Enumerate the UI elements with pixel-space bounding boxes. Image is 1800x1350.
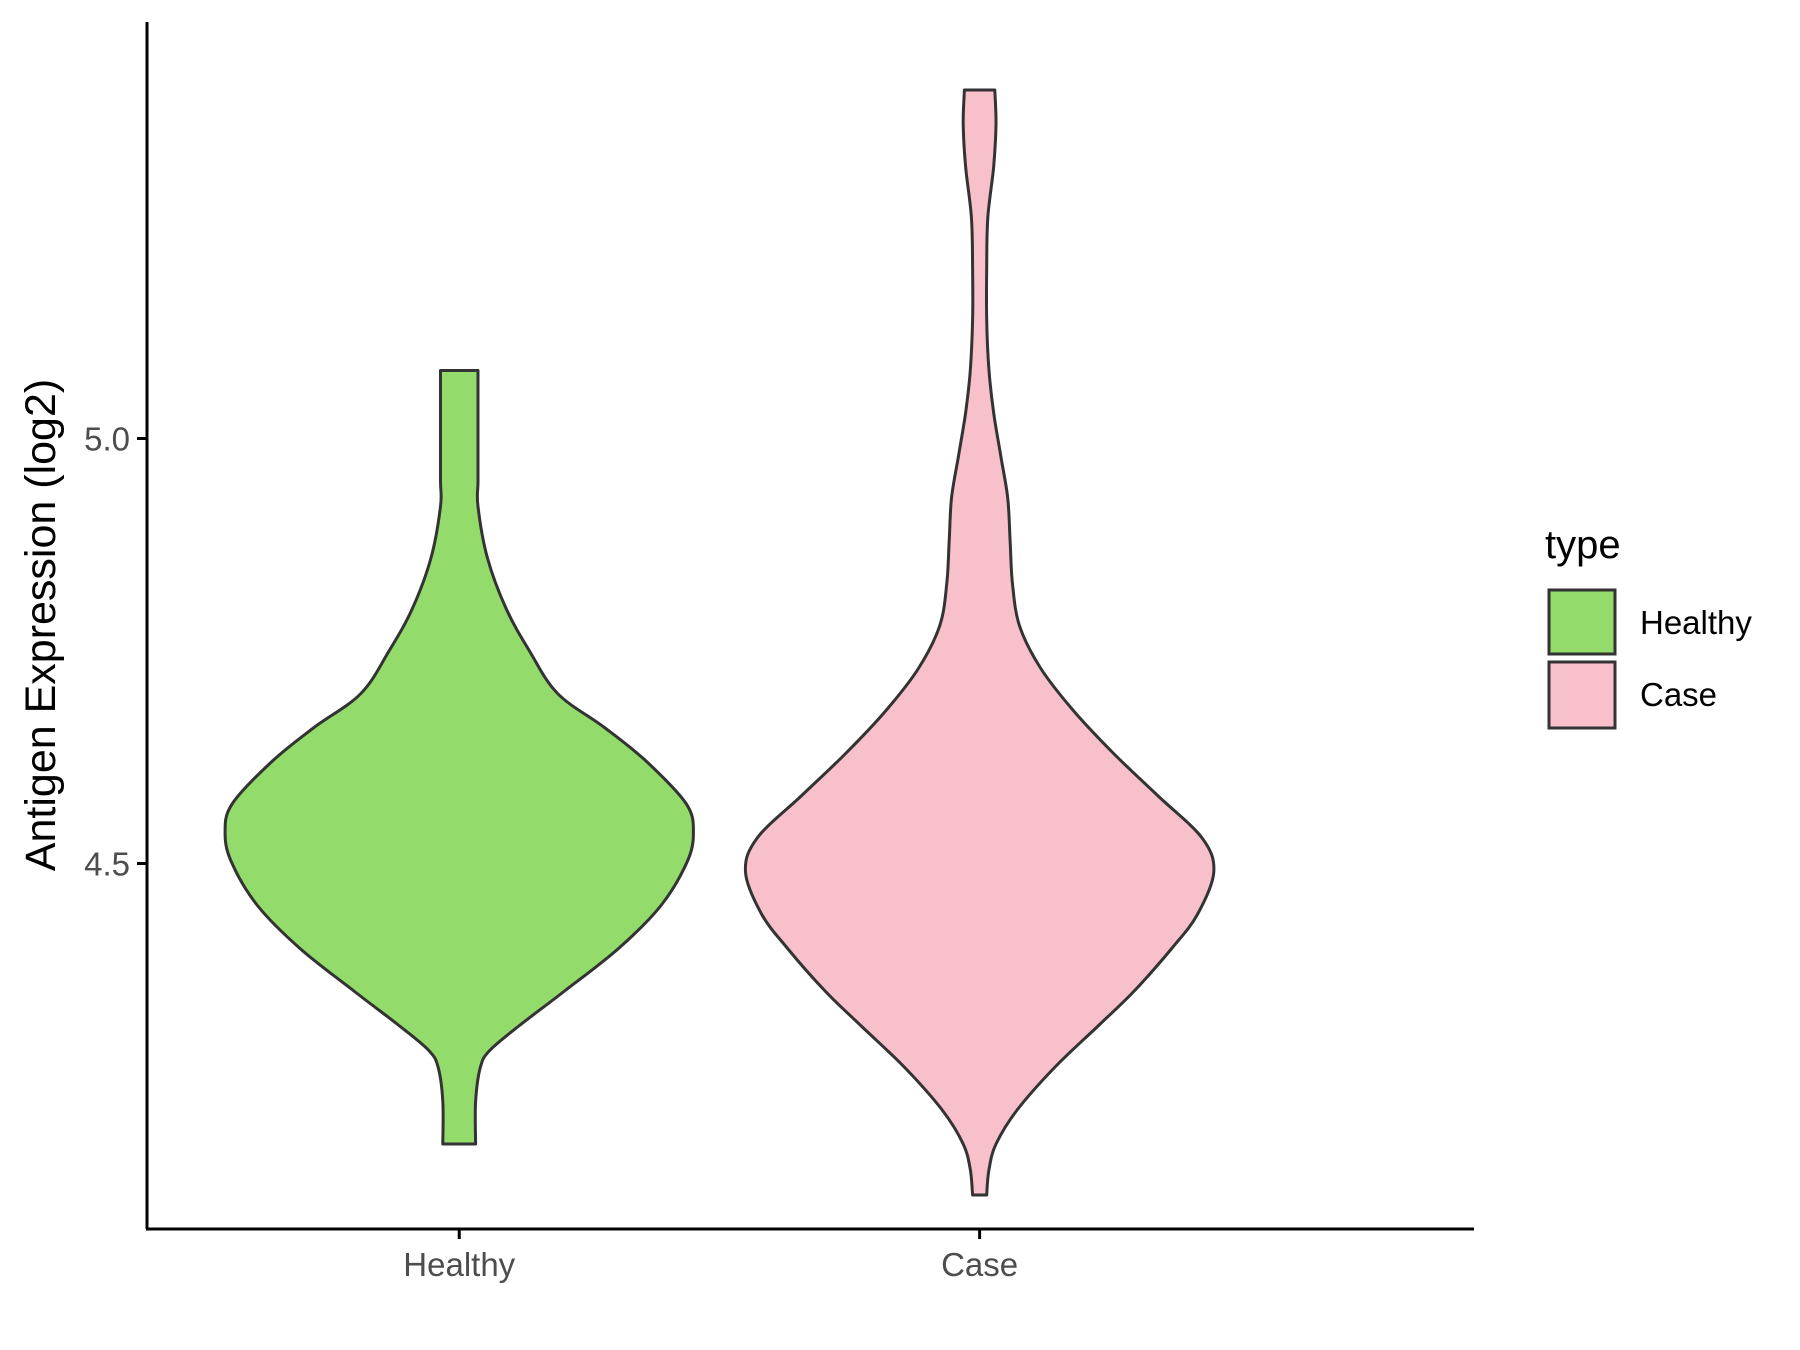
y-axis-title: Antigen Expression (log2) bbox=[17, 379, 65, 871]
legend-title: type bbox=[1545, 523, 1621, 567]
legend-label-healthy: Healthy bbox=[1640, 604, 1752, 641]
y-ticks: 4.5 5.0 bbox=[84, 421, 147, 883]
y-tick-label: 5.0 bbox=[84, 421, 130, 458]
y-tick-label: 4.5 bbox=[84, 846, 130, 883]
violin-healthy bbox=[225, 371, 693, 1145]
legend-label-case: Case bbox=[1640, 676, 1717, 713]
legend-key-case bbox=[1549, 662, 1615, 728]
violin-layer bbox=[225, 90, 1214, 1195]
legend: type Healthy Case bbox=[1545, 523, 1752, 728]
x-ticks: Healthy Case bbox=[403, 1229, 1018, 1283]
violin-case bbox=[745, 90, 1214, 1195]
x-tick-label-healthy: Healthy bbox=[403, 1246, 515, 1283]
legend-key-healthy bbox=[1549, 590, 1615, 654]
x-tick-label-case: Case bbox=[941, 1246, 1018, 1283]
